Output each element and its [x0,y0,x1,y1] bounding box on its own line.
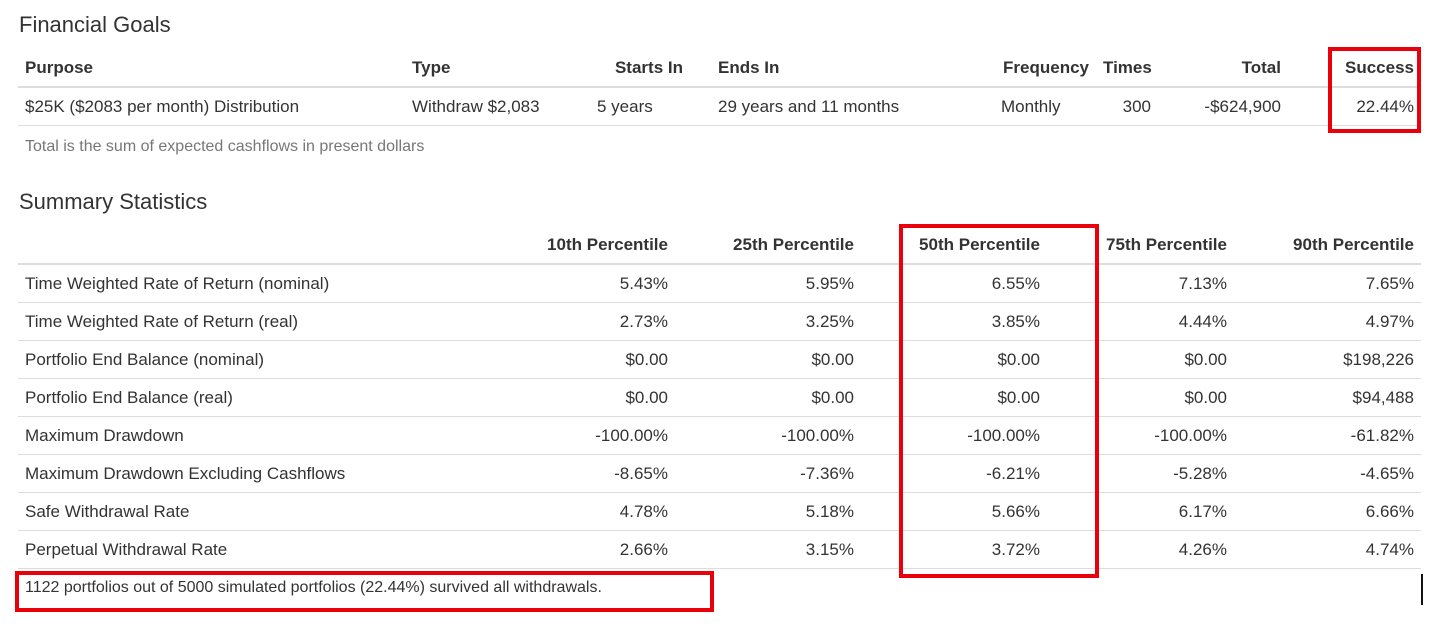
col-header-10th[interactable]: 10th Percentile [393,227,675,265]
stats-row: Portfolio End Balance (real) $0.00 $0.00… [18,378,1421,417]
col-header-90th[interactable]: 90th Percentile [1234,227,1421,265]
value-50th: -100.00% [861,416,1047,455]
value-75th: 6.17% [1047,492,1234,531]
goal-ends-in: 29 years and 11 months [690,87,956,126]
value-25th: 3.15% [675,530,861,569]
value-75th: $0.00 [1047,340,1234,379]
stats-row: Maximum Drawdown Excluding Cashflows -8.… [18,454,1421,493]
value-50th: -6.21% [861,454,1047,493]
goal-times: 300 [1096,87,1158,126]
value-75th: -5.28% [1047,454,1234,493]
value-50th: 6.55% [861,264,1047,303]
row-label: Portfolio End Balance (real) [18,378,393,417]
row-label: Maximum Drawdown [18,416,393,455]
goal-frequency: Monthly [956,87,1096,126]
value-90th: 4.74% [1234,530,1421,569]
col-header-75th[interactable]: 75th Percentile [1047,227,1234,265]
col-header-frequency[interactable]: Frequency [956,50,1096,88]
col-header-purpose[interactable]: Purpose [18,50,405,88]
value-25th: 5.18% [675,492,861,531]
row-label: Portfolio End Balance (nominal) [18,340,393,379]
value-25th: $0.00 [675,340,861,379]
goal-type: Withdraw $2,083 [405,87,582,126]
value-25th: -100.00% [675,416,861,455]
row-label: Maximum Drawdown Excluding Cashflows [18,454,393,493]
value-90th: $198,226 [1234,340,1421,379]
col-header-total[interactable]: Total [1158,50,1288,88]
value-25th: 3.25% [675,302,861,341]
stats-row: Portfolio End Balance (nominal) $0.00 $0… [18,340,1421,379]
goal-success: 22.44% [1288,87,1421,126]
value-90th: -61.82% [1234,416,1421,455]
row-label: Time Weighted Rate of Return (nominal) [18,264,393,303]
goal-purpose: $25K ($2083 per month) Distribution [18,87,405,126]
value-75th: -100.00% [1047,416,1234,455]
stats-header-row: 10th Percentile 25th Percentile 50th Per… [18,227,1421,265]
goal-row: $25K ($2083 per month) Distribution With… [18,87,1421,126]
value-90th: 4.97% [1234,302,1421,341]
financial-goals-title: Financial Goals [19,12,171,37]
goal-starts-in: 5 years [582,87,690,126]
value-10th: $0.00 [393,340,675,379]
col-header-25th[interactable]: 25th Percentile [675,227,861,265]
value-75th: 4.44% [1047,302,1234,341]
col-header-success[interactable]: Success [1288,50,1421,88]
summary-statistics-table: 10th Percentile 25th Percentile 50th Per… [18,227,1421,569]
value-10th: $0.00 [393,378,675,417]
text-cursor-icon [1421,574,1423,605]
value-25th: -7.36% [675,454,861,493]
stats-row: Perpetual Withdrawal Rate 2.66% 3.15% 3.… [18,530,1421,569]
col-header-type[interactable]: Type [405,50,582,88]
value-90th: 6.66% [1234,492,1421,531]
col-header-ends-in[interactable]: Ends In [690,50,956,88]
value-10th: 2.66% [393,530,675,569]
value-50th: 3.72% [861,530,1047,569]
row-label: Safe Withdrawal Rate [18,492,393,531]
value-10th: -8.65% [393,454,675,493]
row-label: Perpetual Withdrawal Rate [18,530,393,569]
col-header-starts-in[interactable]: Starts In [582,50,690,88]
value-50th: $0.00 [861,340,1047,379]
stats-row: Time Weighted Rate of Return (real) 2.73… [18,302,1421,341]
financial-goals-table: Purpose Type Starts In Ends In Frequency… [18,50,1421,126]
value-50th: $0.00 [861,378,1047,417]
value-75th: $0.00 [1047,378,1234,417]
goal-total: -$624,900 [1158,87,1288,126]
col-header-50th[interactable]: 50th Percentile [861,227,1047,265]
row-label: Time Weighted Rate of Return (real) [18,302,393,341]
stats-row: Time Weighted Rate of Return (nominal) 5… [18,264,1421,303]
value-50th: 5.66% [861,492,1047,531]
value-90th: $94,488 [1234,378,1421,417]
value-25th: $0.00 [675,378,861,417]
value-10th: 5.43% [393,264,675,303]
value-10th: -100.00% [393,416,675,455]
summary-statistics-title: Summary Statistics [19,189,208,214]
value-75th: 7.13% [1047,264,1234,303]
value-25th: 5.95% [675,264,861,303]
col-header-metric [18,227,393,265]
goals-header-row: Purpose Type Starts In Ends In Frequency… [18,50,1421,88]
value-10th: 4.78% [393,492,675,531]
value-90th: 7.65% [1234,264,1421,303]
stats-row: Safe Withdrawal Rate 4.78% 5.18% 5.66% 6… [18,492,1421,531]
value-90th: -4.65% [1234,454,1421,493]
stats-row: Maximum Drawdown -100.00% -100.00% -100.… [18,416,1421,455]
survival-summary-text: 1122 portfolios out of 5000 simulated po… [25,579,602,596]
col-header-times[interactable]: Times [1096,50,1158,88]
goals-footnote: Total is the sum of expected cashflows i… [25,138,425,155]
value-75th: 4.26% [1047,530,1234,569]
value-50th: 3.85% [861,302,1047,341]
value-10th: 2.73% [393,302,675,341]
